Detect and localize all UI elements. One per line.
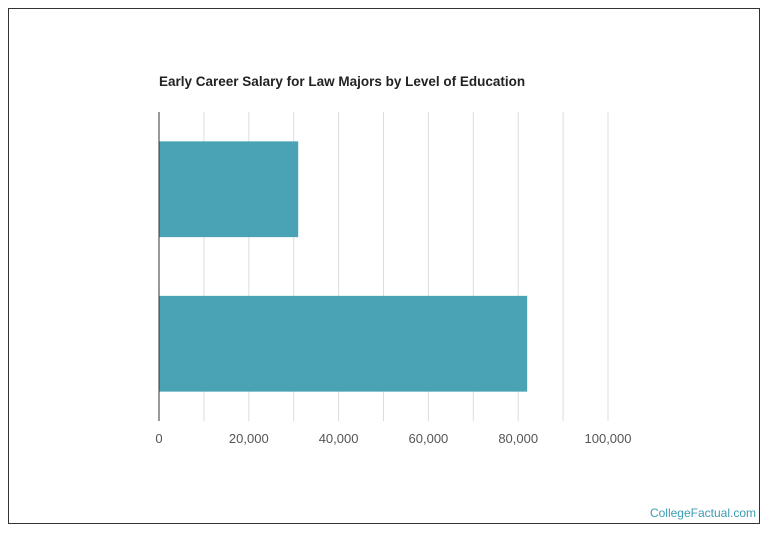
- x-tick-label: 60,000: [409, 431, 449, 446]
- x-tick-label: 0: [155, 431, 162, 446]
- bar-2: [159, 295, 528, 392]
- x-tick-label: 20,000: [229, 431, 269, 446]
- chart-title: Early Career Salary for Law Majors by Le…: [159, 74, 526, 89]
- tick-labels: 0 20,000 40,000 60,000 80,000 100,000: [155, 431, 631, 446]
- bars: [159, 141, 528, 392]
- x-tick-label: 100,000: [585, 431, 632, 446]
- x-tick-label: 40,000: [319, 431, 359, 446]
- bar-1: [159, 141, 299, 238]
- x-tick-label: 80,000: [498, 431, 538, 446]
- watermark-link[interactable]: CollegeFactual.com: [649, 506, 756, 520]
